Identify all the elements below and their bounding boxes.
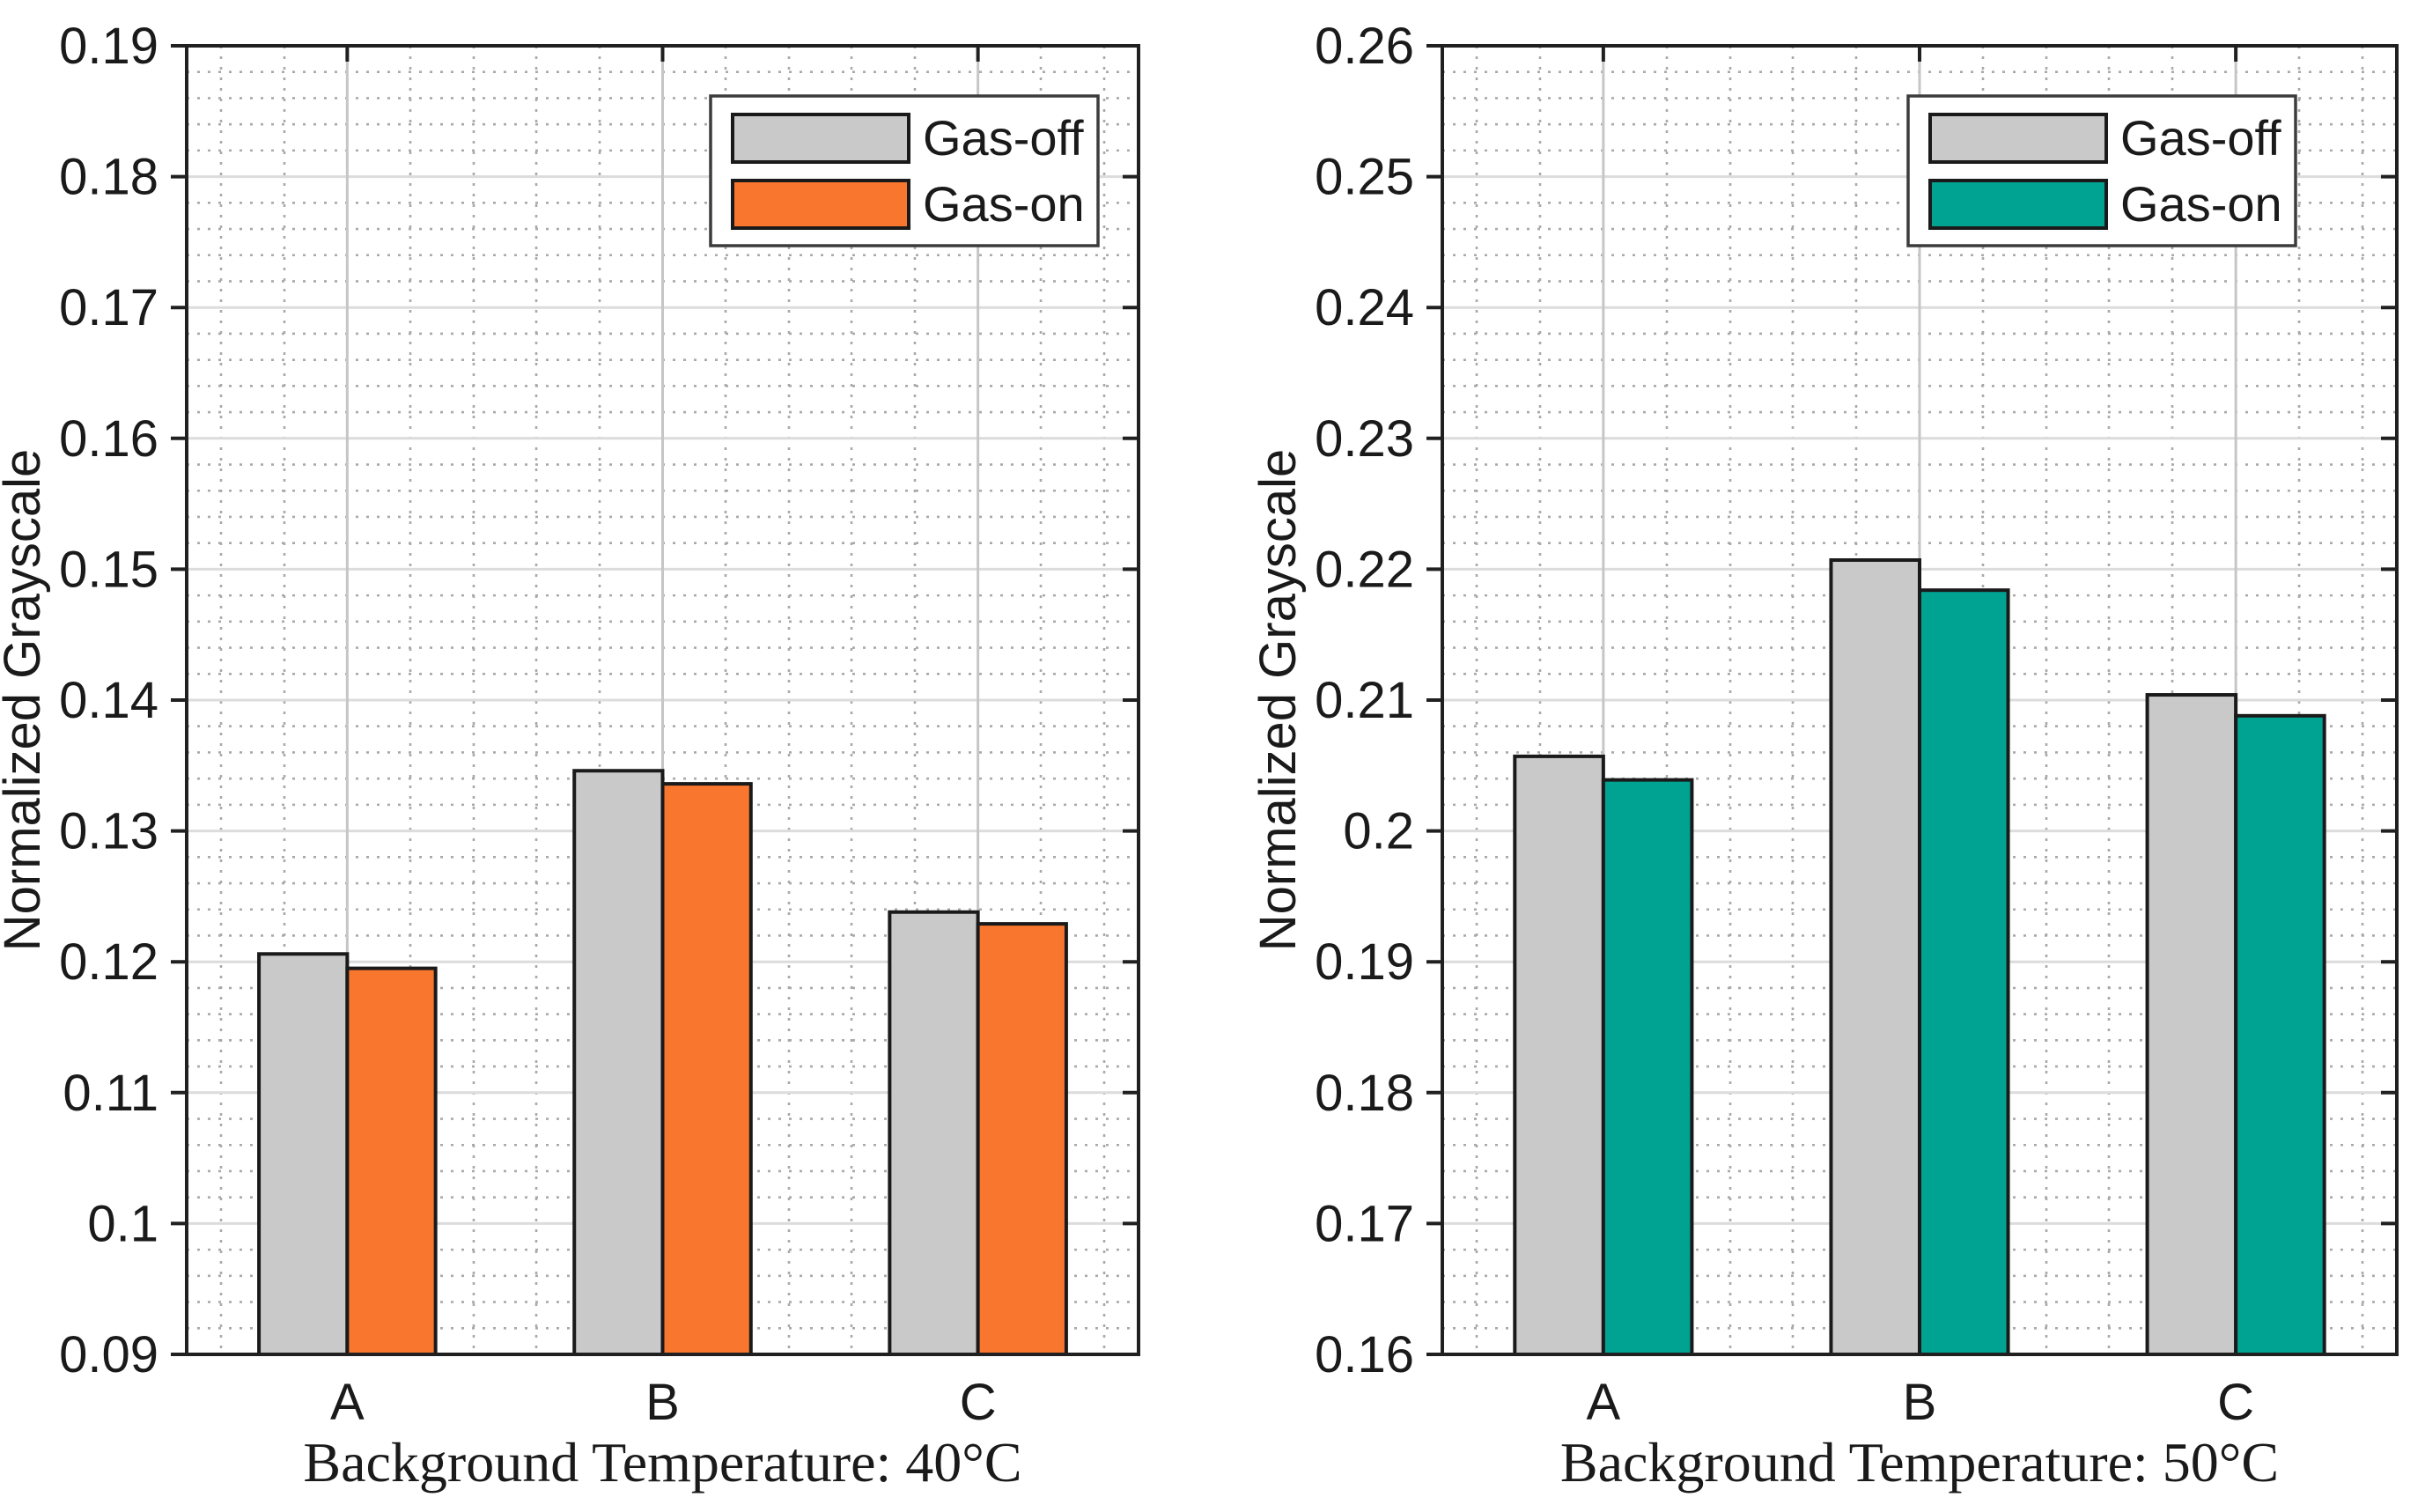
y-tick-label: 0.13	[59, 803, 158, 860]
y-tick-label: 0.15	[59, 541, 158, 598]
x-category-label: B	[645, 1374, 680, 1431]
x-category-label: A	[330, 1374, 365, 1431]
y-tick-label: 0.09	[59, 1326, 158, 1383]
x-category-label: C	[2217, 1374, 2254, 1431]
y-tick-label: 0.12	[59, 933, 158, 991]
legend-swatch-gas-on	[1928, 179, 2108, 230]
legend-swatch-gas-off	[731, 113, 910, 164]
bar-gas-off-a	[1513, 754, 1605, 1356]
legend-label: Gas-on	[2120, 176, 2282, 232]
y-tick-label: 0.16	[59, 410, 158, 468]
y-tick-label: 0.21	[1315, 672, 1414, 729]
plot-border	[185, 44, 1140, 1356]
bar-gas-off-a	[257, 952, 350, 1357]
y-tick-label: 0.19	[59, 18, 158, 75]
y-axis-label: Normalized Grayscale	[1249, 449, 1307, 952]
y-tick-label: 0.18	[1315, 1065, 1414, 1122]
legend-label: Gas-off	[923, 110, 1084, 166]
y-tick-label: 0.2	[1343, 803, 1414, 860]
y-tick-label: 0.24	[1315, 279, 1414, 336]
bar-gas-on-a	[1601, 778, 1694, 1356]
y-tick-label: 0.22	[1315, 541, 1414, 598]
bar-gas-off-c	[888, 910, 980, 1357]
bar-gas-on-b	[660, 782, 753, 1356]
y-tick-label: 0.14	[59, 672, 158, 729]
bar-gas-on-a	[345, 966, 438, 1356]
y-tick-label: 0.16	[1315, 1326, 1414, 1383]
y-tick-label: 0.1	[87, 1195, 158, 1252]
y-tick-label: 0.17	[59, 279, 158, 336]
y-tick-label: 0.26	[1315, 18, 1414, 75]
bar-gas-off-b	[572, 769, 665, 1356]
legend-label: Gas-off	[2120, 110, 2281, 166]
y-tick-label: 0.17	[1315, 1195, 1414, 1252]
y-tick-label: 0.19	[1315, 933, 1414, 991]
legend-swatch-gas-on	[731, 179, 910, 230]
bar-gas-on-b	[1918, 588, 2010, 1356]
y-tick-label: 0.25	[1315, 149, 1414, 206]
bar-gas-off-c	[2145, 693, 2238, 1356]
y-tick-label: 0.11	[63, 1065, 158, 1122]
legend-swatch-gas-off	[1928, 113, 2108, 164]
x-category-label: C	[960, 1374, 997, 1431]
bar-gas-on-c	[2234, 713, 2326, 1356]
y-tick-label: 0.23	[1315, 410, 1414, 468]
x-axis-label: Background Temperature: 40°C	[303, 1431, 1021, 1494]
x-category-label: B	[1903, 1374, 1937, 1431]
x-axis-label: Background Temperature: 50°C	[1560, 1431, 2279, 1494]
legend-label: Gas-on	[923, 176, 1085, 232]
plot-border	[1441, 44, 2399, 1356]
bar-gas-off-b	[1829, 557, 1922, 1356]
y-tick-label: 0.18	[59, 149, 158, 206]
bar-gas-on-c	[976, 922, 1068, 1356]
y-axis-label: Normalized Grayscale	[0, 449, 51, 952]
x-category-label: A	[1587, 1374, 1621, 1431]
